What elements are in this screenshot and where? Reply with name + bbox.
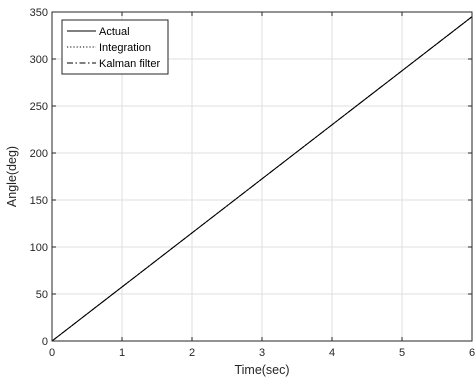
- x-tick-label: 1: [119, 347, 125, 359]
- legend-label: Actual: [99, 26, 130, 38]
- series-line-3: [51, 16, 473, 342]
- legend-label: Integration: [99, 42, 151, 54]
- x-axis-label: Time(sec): [234, 363, 289, 377]
- x-tick-label: 0: [49, 347, 55, 359]
- y-tick-label: 300: [30, 54, 48, 66]
- y-tick-label: 0: [42, 336, 48, 348]
- y-tick-label: 150: [30, 195, 48, 207]
- y-tick-label: 250: [30, 101, 48, 113]
- y-axis-label: Angle(deg): [5, 146, 19, 207]
- legend: Actual Integration Kalman filter: [61, 19, 169, 75]
- x-tick-label: 5: [399, 347, 405, 359]
- legend-label: Kalman filter: [99, 58, 160, 70]
- x-tick-label: 2: [189, 347, 195, 359]
- axis-ticks: 0 1 2 3 4 5 6 0 50 100 150 200 250 300 350: [30, 7, 475, 359]
- y-tick-label: 200: [30, 148, 48, 160]
- plot-series: [51, 16, 473, 342]
- y-tick-label: 50: [36, 289, 48, 301]
- x-tick-label: 4: [329, 347, 335, 359]
- x-tick-label: 6: [469, 347, 475, 359]
- legend-box: [61, 19, 169, 75]
- y-tick-label: 350: [30, 7, 48, 19]
- x-tick-label: 3: [259, 347, 265, 359]
- y-tick-label: 100: [30, 242, 48, 254]
